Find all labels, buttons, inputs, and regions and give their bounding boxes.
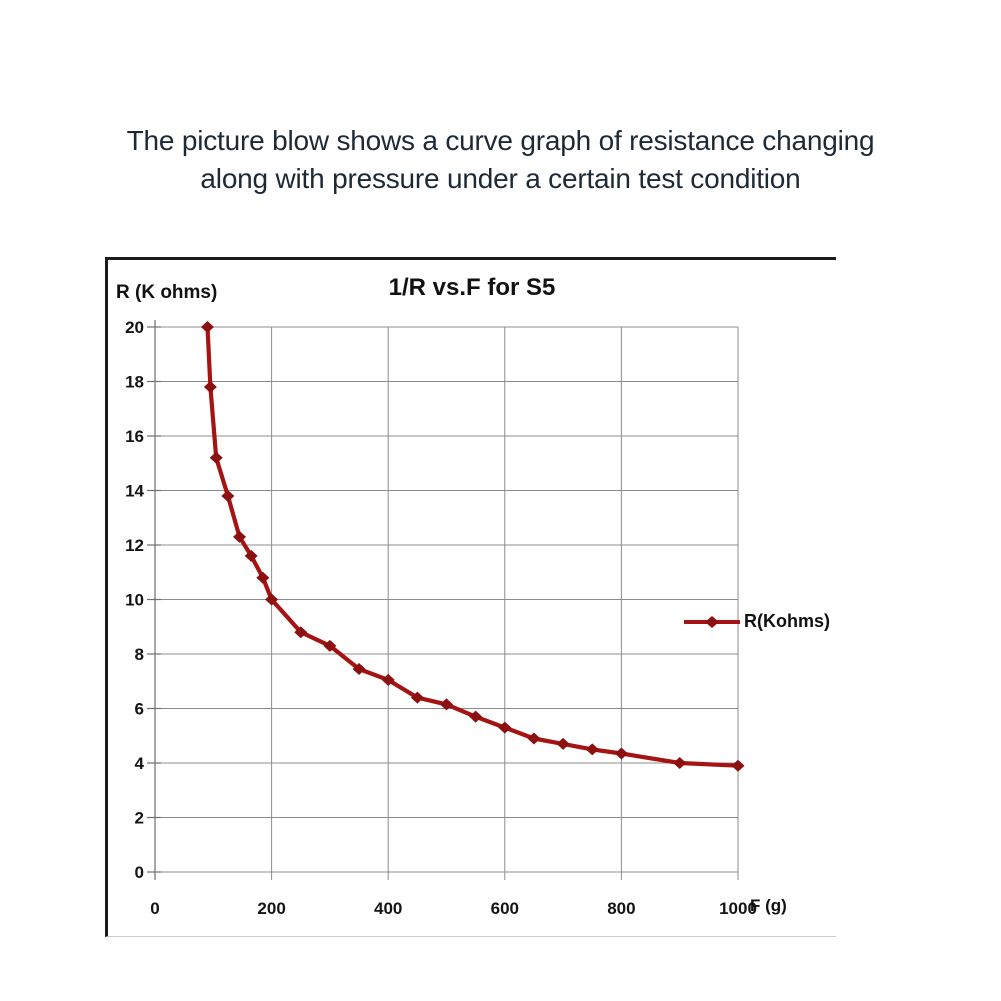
svg-text:16: 16 [125, 427, 144, 446]
svg-text:20: 20 [125, 318, 144, 337]
legend-label: R(Kohms) [744, 611, 830, 631]
svg-text:1000: 1000 [719, 899, 757, 918]
svg-text:400: 400 [374, 899, 402, 918]
svg-text:4: 4 [135, 754, 145, 773]
chart-title: 1/R vs.F for S5 [388, 274, 556, 301]
legend-marker-icon [684, 615, 740, 628]
svg-text:800: 800 [607, 899, 635, 918]
svg-text:10: 10 [125, 591, 144, 610]
svg-text:18: 18 [125, 373, 144, 392]
svg-text:14: 14 [125, 482, 144, 501]
svg-text:600: 600 [491, 899, 519, 918]
caption-line-1: The picture blow shows a curve graph of … [126, 125, 875, 156]
legend: R(Kohms) [684, 611, 830, 632]
svg-text:200: 200 [257, 899, 285, 918]
plot-area: 0 200 400 600 800 1000 0 2 4 6 8 10 12 14 16 18 20 [125, 318, 757, 918]
caption: The picture blow shows a curve graph of … [0, 122, 1001, 198]
svg-text:0: 0 [150, 899, 159, 918]
svg-text:12: 12 [125, 536, 144, 555]
svg-text:2: 2 [135, 809, 144, 828]
svg-text:6: 6 [135, 700, 144, 719]
svg-text:0: 0 [135, 863, 144, 882]
svg-text:8: 8 [135, 645, 144, 664]
chart-frame: R (K ohms) 1/R vs.F for S5 0 200 400 600 800… [105, 257, 836, 937]
x-axis-title: F (g) [750, 896, 787, 915]
y-axis-title: R (K ohms) [116, 282, 218, 303]
caption-line-2: along with pressure under a certain test… [200, 163, 801, 194]
